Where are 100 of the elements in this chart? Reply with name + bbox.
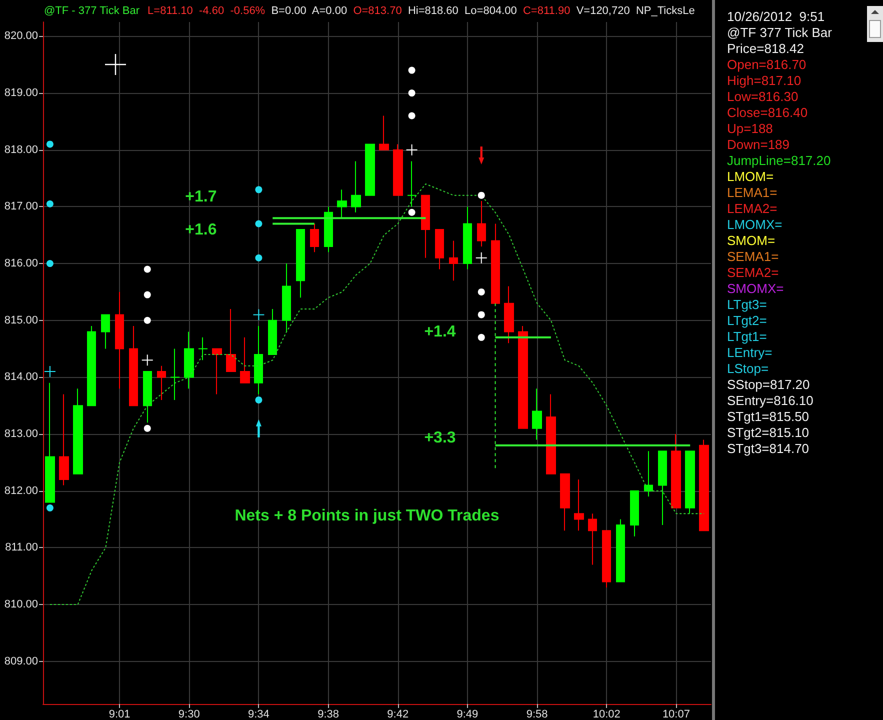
candlestick [560,473,570,532]
y-tick-label: 818.00 [4,144,38,156]
point [44,366,56,378]
text: LStop= [727,361,769,377]
candlestick [324,206,333,253]
candlestick [184,331,194,390]
candlestick [644,450,653,498]
x-tick-label: 10:02 [592,708,620,720]
candlestick [477,200,486,247]
candlestick [699,439,709,532]
text: SEMA2= [727,265,779,281]
text: LTgt2= [727,313,767,329]
point [408,112,416,120]
text: LTgt3= [727,297,767,313]
text: JumpLine=817.20 [727,153,831,169]
text: SEntry=816.10 [727,393,814,409]
point [478,311,485,318]
candlestick [379,115,389,150]
point [408,90,416,97]
y-tick-label: 820.00 [4,30,38,42]
text: @TF 377 Tick Bar [727,25,832,41]
y-tick-label: 809.00 [4,655,38,668]
x-tick-label: 9:01 [108,708,130,720]
candlestick [240,336,250,384]
text: SStop=817.20 [727,377,810,393]
candlestick [685,450,695,514]
point [46,200,54,208]
candlestick [226,308,236,372]
candlestick [212,348,222,395]
point [476,252,487,264]
text: 10/26/2012 9:51 [727,9,825,25]
text: LEntry= [727,345,772,361]
candlestick [588,513,597,566]
point [144,424,151,432]
candlestick [518,326,528,429]
candlestick [143,371,152,424]
y-tick-label: 813.00 [4,428,38,440]
point [255,220,262,228]
candlestick [254,326,263,395]
candlestick [115,291,124,390]
candlestick [198,336,208,361]
point [408,208,416,216]
text: STgt2=815.10 [727,425,810,441]
point [46,140,54,148]
text: Up=188 [727,121,773,137]
text: L=811.10 -4.60 -0.56% B=0.00 A=0.00 O=813.70 Hi=818.60 Lo=804.00 C=811.90 V=120,720 NP_TicksLe [148,5,695,17]
candlestick [296,228,305,298]
point [478,288,485,296]
text: SMOMX= [727,281,784,297]
text: SMOM= [727,233,776,249]
candlestick [351,160,361,213]
candlestick [170,348,180,400]
point [408,66,416,74]
text: High=817.10 [727,73,802,89]
candlestick [616,518,625,582]
text: STgt1=815.50 [727,409,810,425]
x-tick-label: 9:38 [318,708,340,720]
candlestick [658,450,667,526]
candlestick [157,365,166,400]
point [255,396,262,404]
candlestick [45,382,55,503]
text: LMOMX= [727,217,782,233]
point [142,354,153,366]
annotation: +1.7 [185,188,217,206]
y-tick-label: 810.00 [4,598,38,611]
y-tick-label: 815.00 [4,314,38,326]
point [144,291,151,298]
y-tick-label: 814.00 [4,371,38,384]
text: Open=816.70 [727,57,806,73]
candlestick [101,314,110,350]
candlestick [532,388,542,440]
point [406,144,418,156]
point [144,266,151,273]
point [255,254,262,262]
candlestick [268,308,277,355]
candlestick [73,388,83,474]
point [478,192,485,199]
candlestick [449,240,458,282]
point [46,504,54,512]
x-tick-label: 9:42 [387,708,409,720]
text: Close=816.40 [727,105,808,121]
candlestick [87,326,96,406]
point [478,334,485,341]
text: LMOM= [727,169,774,185]
annotation: Nets + 8 Points in just TWO Trades [234,507,500,524]
candlestick [671,434,681,508]
text: LTgt1= [727,329,767,345]
candlestick [59,394,69,486]
candlestick [421,194,430,258]
y-tick-label: 819.00 [4,87,38,100]
candlestick [546,394,556,474]
y-tick-label: 816.00 [4,258,38,270]
point [144,316,151,324]
candlestick [310,223,319,253]
x-tick-label: 9:49 [456,708,478,720]
candlestick [129,326,138,406]
line-series [49,183,705,606]
text: SEMA1= [727,249,779,265]
text: Price=818.42 [727,41,804,57]
candlestick [602,530,611,588]
